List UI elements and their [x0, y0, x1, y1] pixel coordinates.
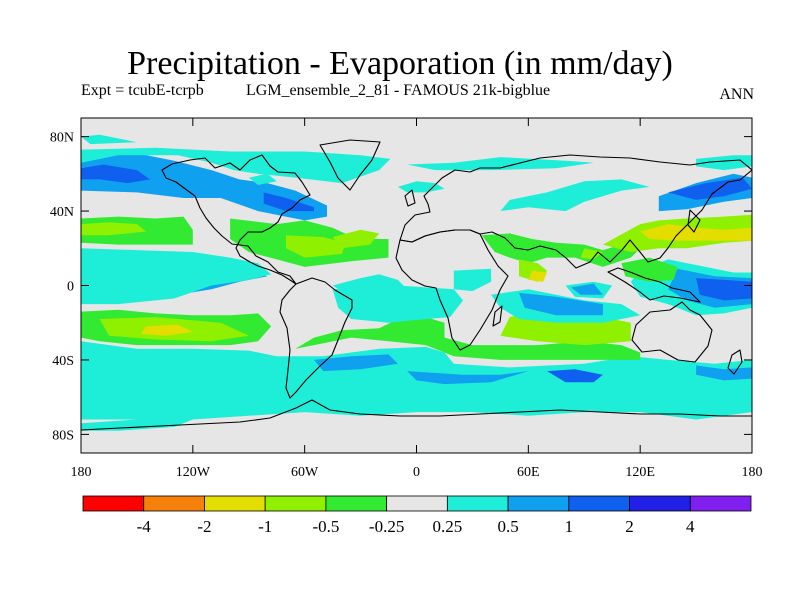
x-tick-label: 180: [742, 465, 763, 480]
colorbar-swatch: [446, 495, 509, 512]
colorbar-swatch: [264, 495, 327, 512]
pe-contour-region-20: [580, 248, 603, 260]
pe-contour-region-32: [140, 324, 193, 336]
x-tick-label: 0: [413, 465, 420, 480]
pe-contour-region-5: [500, 179, 650, 212]
colorbar-swatch: [689, 495, 752, 512]
y-tick-label: 40N: [50, 205, 74, 220]
coastline-greenland: [319, 139, 381, 191]
colorbar-label: 2: [625, 517, 634, 536]
x-tick-label: 120E: [625, 465, 655, 480]
pe-contour-region-39: [295, 317, 641, 360]
season-label: ANN: [719, 86, 754, 103]
y-axis: 80N 40N 0 40S 80S: [50, 131, 752, 443]
pe-contour-region-43: [332, 285, 464, 323]
colorbar-label: 0.25: [432, 517, 462, 536]
colorbar-label: -0.5: [312, 517, 339, 536]
pe-contour-region-27: [696, 278, 752, 301]
pe-contour-region-1: [81, 147, 391, 184]
y-tick-label: 80S: [52, 428, 74, 443]
chart-title: Precipitation - Evaporation (in mm/day): [127, 45, 673, 82]
pe-contour-region-13: [286, 235, 346, 258]
colorbar-swatch: [204, 495, 266, 512]
colorbar-swatch: [629, 495, 691, 512]
coastline-indonesia: [607, 267, 701, 303]
coastline-africa: [395, 229, 509, 351]
pe-contour-region-7: [696, 155, 752, 171]
x-tick-label: 60W: [291, 465, 319, 480]
coastline-antarctica: [81, 399, 752, 431]
colorbar-swatch: [386, 495, 448, 512]
ensemble-label: LGM_ensemble_2_81 - FAMOUS 21k-bigblue: [246, 82, 551, 99]
colorbar-label: 1: [565, 517, 574, 536]
coastline-new-zealand: [727, 349, 743, 375]
pe-contour-region-15: [481, 233, 641, 267]
colorbar-label: 4: [686, 517, 695, 536]
pe-contour-region-6: [397, 181, 445, 193]
pe-contour-region-37: [696, 365, 752, 381]
pe-contour-region-38: [81, 419, 193, 431]
coastline-north-america: [161, 154, 311, 285]
pe-contour-region-11: [81, 222, 147, 236]
colorbar-swatch: [507, 495, 570, 512]
x-axis: 180 120W 60W 0 60E 120E 180: [71, 118, 763, 480]
pe-contour-region-19: [528, 270, 547, 282]
pe-contour-region-3: [263, 192, 314, 212]
coastline-uk: [404, 189, 416, 207]
experiment-label: Expt = tcubE-tcrpb: [81, 82, 204, 99]
colorbar-swatch: [82, 495, 145, 512]
colorbar-label: -4: [137, 517, 152, 536]
pe-contour-region-14: [332, 229, 380, 249]
pe-contour-region-34: [314, 354, 398, 372]
pe-contour-region-46: [453, 268, 492, 292]
pe-contour-region-49: [248, 173, 277, 185]
y-tick-label: 0: [67, 280, 74, 295]
colorbar: -4 -2 -1 -0.5 -0.25 0.25 0.5 1 2 4: [82, 495, 752, 536]
colorbar-label: -1: [258, 517, 272, 536]
x-tick-label: 180: [71, 465, 92, 480]
pe-contour-region-9: [668, 177, 752, 200]
colorbar-swatch: [568, 495, 630, 512]
pe-contour-region-47: [621, 257, 678, 282]
coastline-south-america: [279, 277, 353, 399]
pe-contour-region-35: [407, 371, 529, 385]
y-tick-label: 80N: [50, 131, 74, 146]
colorbar-label: -2: [197, 517, 211, 536]
x-tick-label: 120W: [176, 465, 211, 480]
field-contours: [81, 134, 752, 431]
coastline-australia: [631, 301, 713, 363]
colorbar-swatch: [325, 495, 388, 512]
pe-contour-region-48: [81, 134, 137, 145]
colorbar-label: -0.25: [369, 517, 404, 536]
pe-contour-region-29: [571, 283, 603, 295]
map-plot: [80, 117, 753, 454]
y-tick-label: 40S: [52, 354, 74, 369]
pe-contour-region-45: [519, 292, 603, 316]
x-tick-label: 60E: [517, 465, 540, 480]
colorbar-label: 0.5: [497, 517, 518, 536]
coastlines: [81, 139, 752, 431]
pe-contour-region-23: [81, 248, 272, 305]
coastline-madagascar: [492, 305, 503, 327]
pe-contour-region-36: [547, 369, 603, 383]
coastline-japan: [687, 209, 701, 233]
colorbar-swatch: [143, 495, 205, 512]
pe-contour-region-2: [81, 164, 150, 184]
pe-contour-region-4: [407, 157, 594, 171]
pe-contour-region-17: [640, 224, 752, 241]
